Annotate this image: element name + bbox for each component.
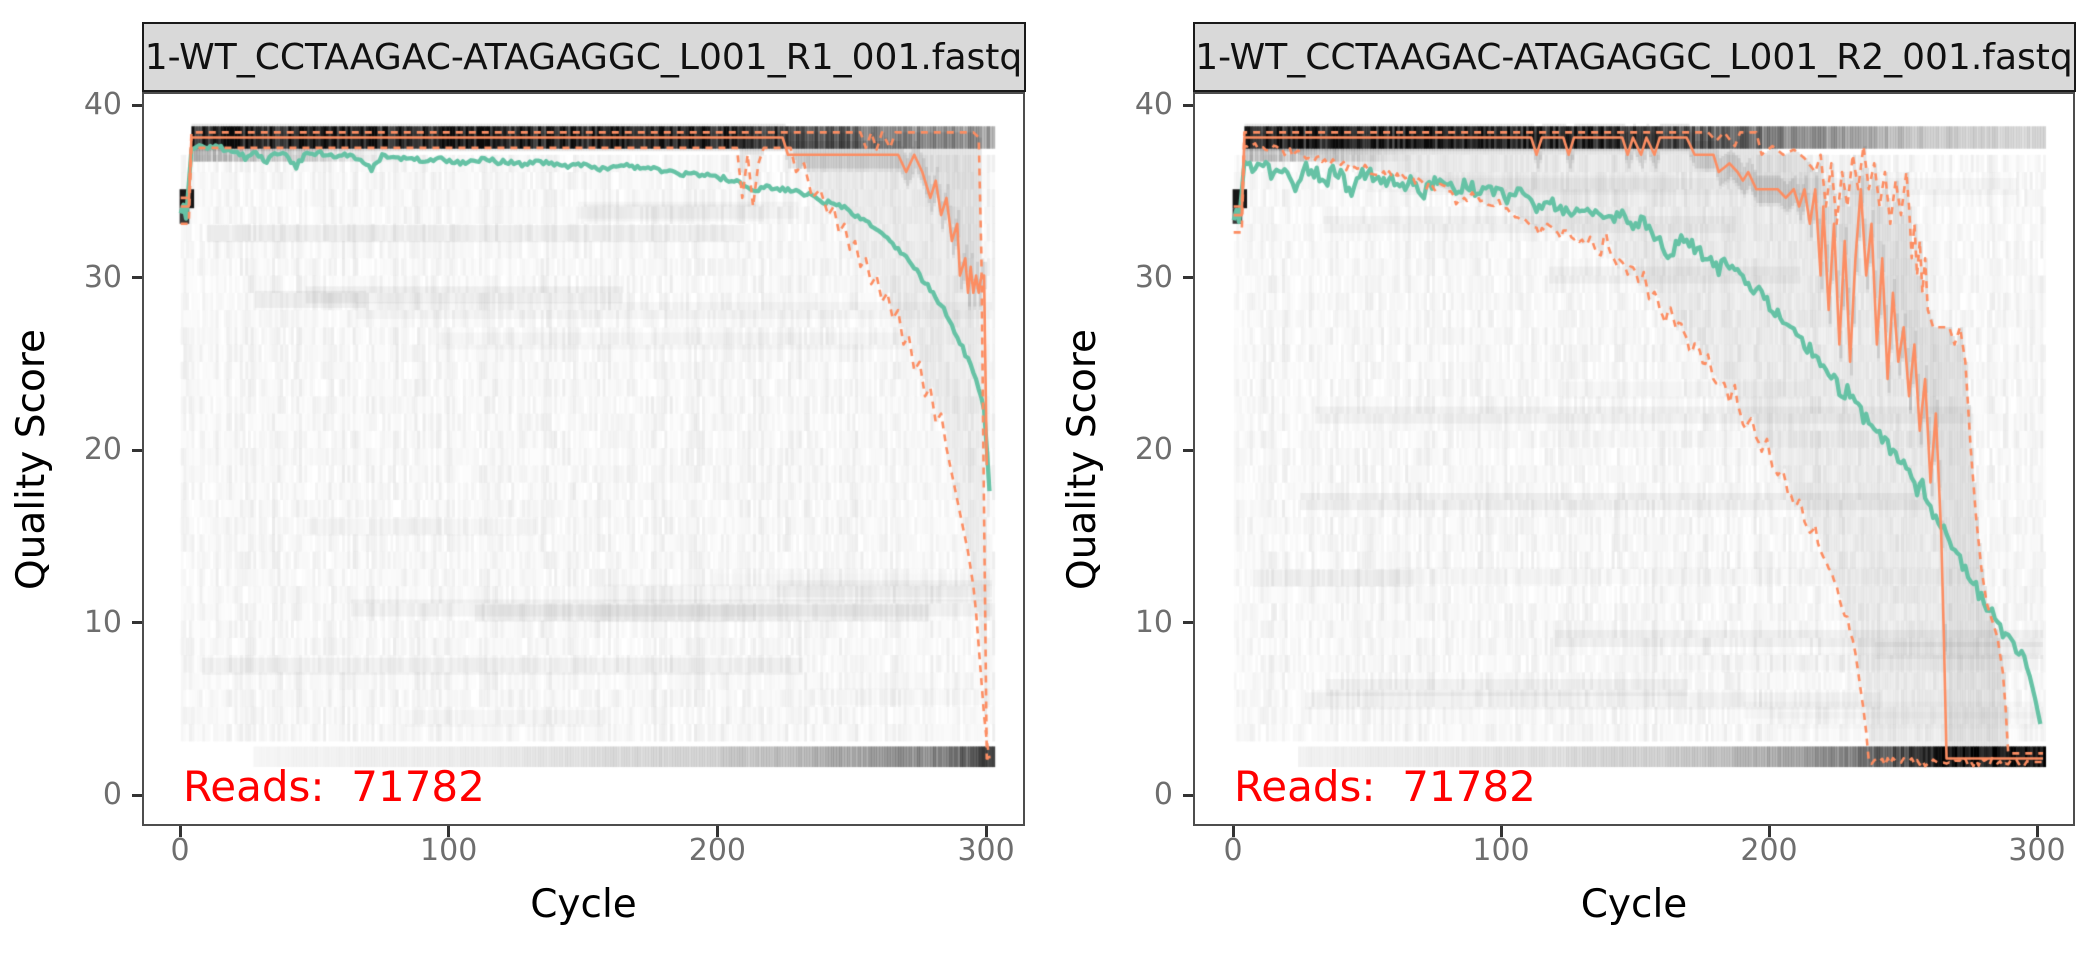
x-axis-title-r2: Cycle: [1580, 882, 1688, 927]
facet-strip-r1: 1-WT_CCTAAGAC-ATAGAGGC_L001_R1_001.fastq: [141, 22, 1026, 92]
x-axis-title-r1: Cycle: [530, 882, 637, 927]
x-tick-mark: [447, 826, 451, 837]
x-tick-label: 200: [688, 833, 747, 868]
quality-panel-r2: 1-WT_CCTAAGAC-ATAGAGGC_L001_R2_001.fastq…: [1060, 22, 2076, 927]
y-tick-mark: [1183, 621, 1193, 624]
reads-count-label-r2: Reads: 71782: [1234, 762, 1536, 811]
y-tick-mark: [132, 276, 142, 279]
x-tick-mark: [178, 826, 182, 837]
strip-title-r1: 1-WT_CCTAAGAC-ATAGAGGC_L001_R1_001.fastq: [144, 36, 1023, 78]
quality-heatmap-canvas-r2: [1195, 94, 2072, 823]
quality-panel-r1: 1-WT_CCTAAGAC-ATAGAGGC_L001_R1_001.fastq…: [9, 22, 1026, 927]
quality-heatmap-canvas-r1: [144, 94, 1022, 823]
y-tick-mark: [132, 621, 142, 624]
y-tick-label: 40: [83, 87, 122, 122]
x-tick-mark: [715, 826, 719, 837]
strip-title-r2: 1-WT_CCTAAGAC-ATAGAGGC_L001_R2_001.fastq: [1195, 36, 2073, 78]
x-tick-mark: [1767, 826, 1771, 837]
x-tick-label: 200: [1740, 833, 1798, 868]
y-tick-label: 10: [1134, 604, 1173, 640]
y-tick-label: 30: [1134, 259, 1173, 295]
x-tick-label: 300: [2008, 833, 2066, 868]
y-tick-label: 0: [1153, 777, 1173, 812]
x-tick-mark: [2035, 826, 2039, 837]
x-tick-mark: [1231, 826, 1235, 837]
x-tick-mark: [984, 826, 988, 837]
y-tick-label: 10: [83, 604, 122, 640]
y-tick-mark: [1183, 276, 1193, 279]
y-tick-label: 20: [83, 432, 122, 467]
y-tick-label: 20: [1134, 432, 1173, 467]
x-tick-label: 100: [1472, 833, 1530, 868]
y-tick-mark: [132, 103, 142, 107]
y-tick-mark: [1183, 448, 1193, 452]
y-tick-label: 30: [83, 259, 122, 295]
y-tick-mark: [1183, 103, 1193, 107]
x-tick-mark: [1499, 826, 1503, 837]
y-tick-label: 40: [1134, 87, 1173, 122]
reads-count-label-r1: Reads: 71782: [183, 762, 485, 811]
x-tick-label: 300: [957, 833, 1015, 868]
x-tick-label: 0: [170, 833, 190, 868]
x-tick-label: 100: [420, 833, 478, 868]
y-tick-mark: [1183, 793, 1193, 797]
facet-strip-r2: 1-WT_CCTAAGAC-ATAGAGGC_L001_R2_001.fastq: [1192, 22, 2076, 92]
y-tick-mark: [132, 448, 142, 452]
y-tick-mark: [132, 793, 142, 797]
x-tick-label: 0: [1223, 833, 1243, 868]
y-tick-label: 0: [102, 777, 122, 812]
